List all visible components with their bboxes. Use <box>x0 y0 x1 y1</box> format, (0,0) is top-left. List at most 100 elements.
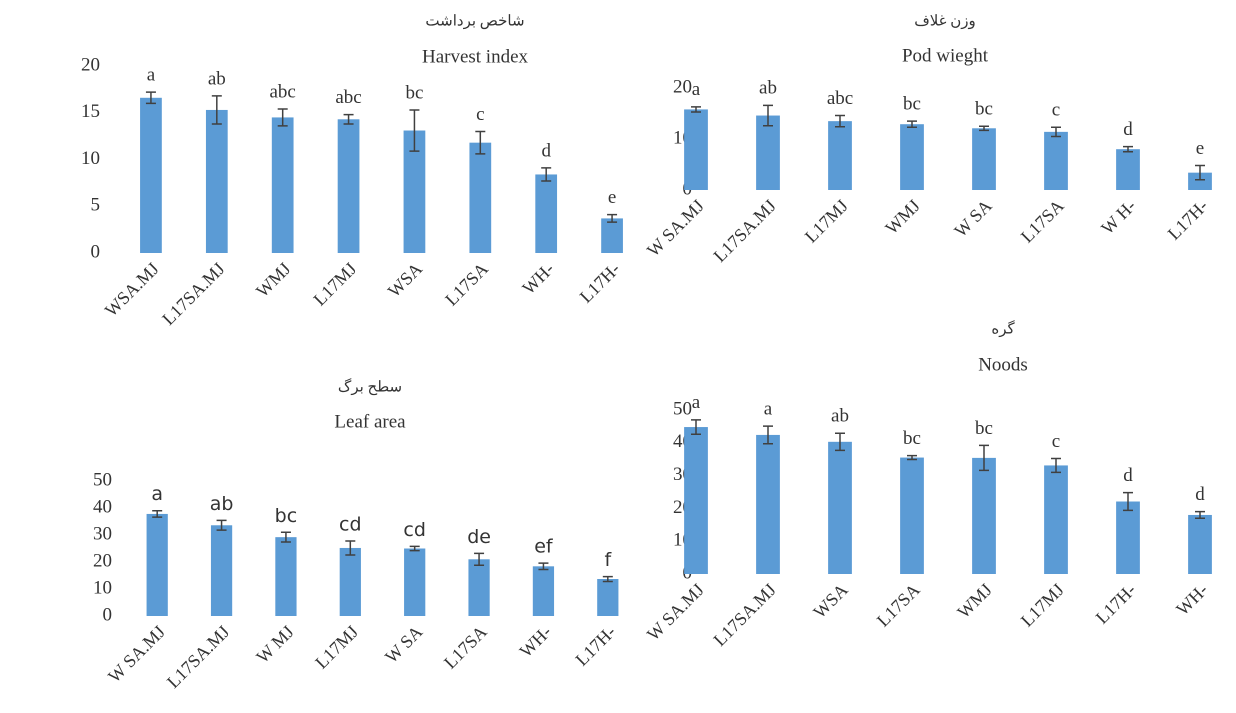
x-tick-label: W SA <box>950 196 995 241</box>
x-tick-label: L17H- <box>1092 580 1140 628</box>
y-tick-label: 50 <box>673 398 692 419</box>
error-bar <box>211 95 222 125</box>
y-tick-label: 0 <box>103 604 113 625</box>
bar <box>972 457 996 574</box>
significance-letter: ef <box>534 536 554 558</box>
error-bar <box>541 167 552 182</box>
chart-subtitle: Pod wieght <box>902 45 989 66</box>
x-tick-label: WH- <box>516 622 556 662</box>
x-tick-label: L17MJ <box>309 259 360 310</box>
significance-letter: f <box>604 549 612 571</box>
x-tick-label: L17SA.MJ <box>709 196 779 266</box>
chart-title: سطح برگ <box>338 377 402 395</box>
x-tick-label: WMJ <box>881 196 923 238</box>
chart-title: وزن غلاف <box>914 13 976 29</box>
x-tick-label: WMJ <box>252 259 294 301</box>
error-bar <box>607 213 618 223</box>
chart-subtitle: Noods <box>978 354 1028 375</box>
y-tick-label: 50 <box>93 469 112 490</box>
x-tick-label: L17SA <box>873 580 924 631</box>
error-bar <box>152 509 163 518</box>
significance-letter: e <box>608 187 616 208</box>
error-bar <box>907 120 917 129</box>
chart-subtitle: Leaf area <box>334 411 406 432</box>
significance-letter: cd <box>403 519 426 541</box>
y-tick-label: 20 <box>673 76 692 97</box>
bar <box>756 115 780 190</box>
bar <box>900 124 924 190</box>
bar <box>756 434 780 574</box>
significance-letter: ab <box>208 68 226 89</box>
bar <box>1188 172 1212 190</box>
error-bar <box>602 575 613 583</box>
x-tick-label: WH- <box>518 259 558 299</box>
bar <box>404 548 426 616</box>
significance-letter: ab <box>759 78 777 99</box>
error-bar <box>763 425 773 445</box>
significance-letter: d <box>1195 484 1205 505</box>
y-tick-label: 20 <box>81 54 100 75</box>
bar <box>828 121 852 190</box>
x-tick-label: L17MJ <box>311 622 362 673</box>
significance-letter: c <box>476 104 484 125</box>
y-tick-label: 30 <box>93 523 112 544</box>
x-tick-label: L17H- <box>1164 196 1212 244</box>
x-tick-label: WSA <box>384 259 426 301</box>
bar <box>146 513 168 616</box>
bar <box>337 119 360 253</box>
bar <box>1188 514 1212 574</box>
significance-letter: a <box>692 79 701 100</box>
significance-letter: abc <box>827 88 853 109</box>
x-tick-label: L17SA.MJ <box>163 622 233 692</box>
bar <box>339 547 361 616</box>
significance-letter: abc <box>270 81 296 102</box>
bar <box>468 559 490 616</box>
x-tick-label: L17MJ <box>1017 580 1068 631</box>
significance-letter: a <box>147 65 156 86</box>
error-bar <box>280 531 291 543</box>
x-tick-label: L17H- <box>576 259 624 307</box>
error-bar <box>343 113 354 125</box>
x-tick-label: W SA <box>381 622 426 667</box>
error-bar <box>145 91 156 105</box>
significance-letter: cd <box>339 513 362 535</box>
bar <box>828 441 852 574</box>
chart-subtitle: Harvest index <box>422 46 529 67</box>
error-bar <box>835 432 845 452</box>
error-bar <box>345 540 356 556</box>
error-bar <box>763 104 773 127</box>
bar <box>535 174 558 253</box>
significance-letter: a <box>151 483 163 505</box>
error-bar <box>216 519 227 531</box>
error-bar <box>1051 126 1061 138</box>
error-bar <box>277 108 288 127</box>
bar <box>597 579 619 616</box>
y-tick-label: 15 <box>81 101 100 122</box>
significance-letter: bc <box>975 418 993 439</box>
bar <box>271 117 294 253</box>
bar <box>1116 149 1140 190</box>
x-tick-label: W SA.MJ <box>104 622 169 687</box>
chart-title: شاخص برداشت <box>425 13 524 29</box>
bar <box>532 566 555 616</box>
error-bar <box>1195 164 1205 181</box>
x-tick-label: L17SA <box>1017 196 1068 247</box>
significance-letter: de <box>467 526 491 548</box>
significance-letter: bc <box>975 99 993 120</box>
bar <box>900 457 924 574</box>
error-bar <box>691 419 701 436</box>
significance-letter: a <box>692 392 701 413</box>
error-bar <box>474 552 485 566</box>
error-bar <box>907 454 917 461</box>
bar <box>684 427 708 574</box>
bar <box>140 97 162 253</box>
error-bar <box>409 109 420 152</box>
significance-letter: c <box>1052 100 1060 121</box>
significance-letter: bc <box>405 82 423 103</box>
x-tick-label: W H- <box>1097 196 1140 239</box>
x-tick-label: WSA.MJ <box>101 259 163 321</box>
x-tick-label: W SA.MJ <box>643 580 708 645</box>
bar <box>1044 131 1068 190</box>
significance-letter: d <box>1123 119 1133 140</box>
